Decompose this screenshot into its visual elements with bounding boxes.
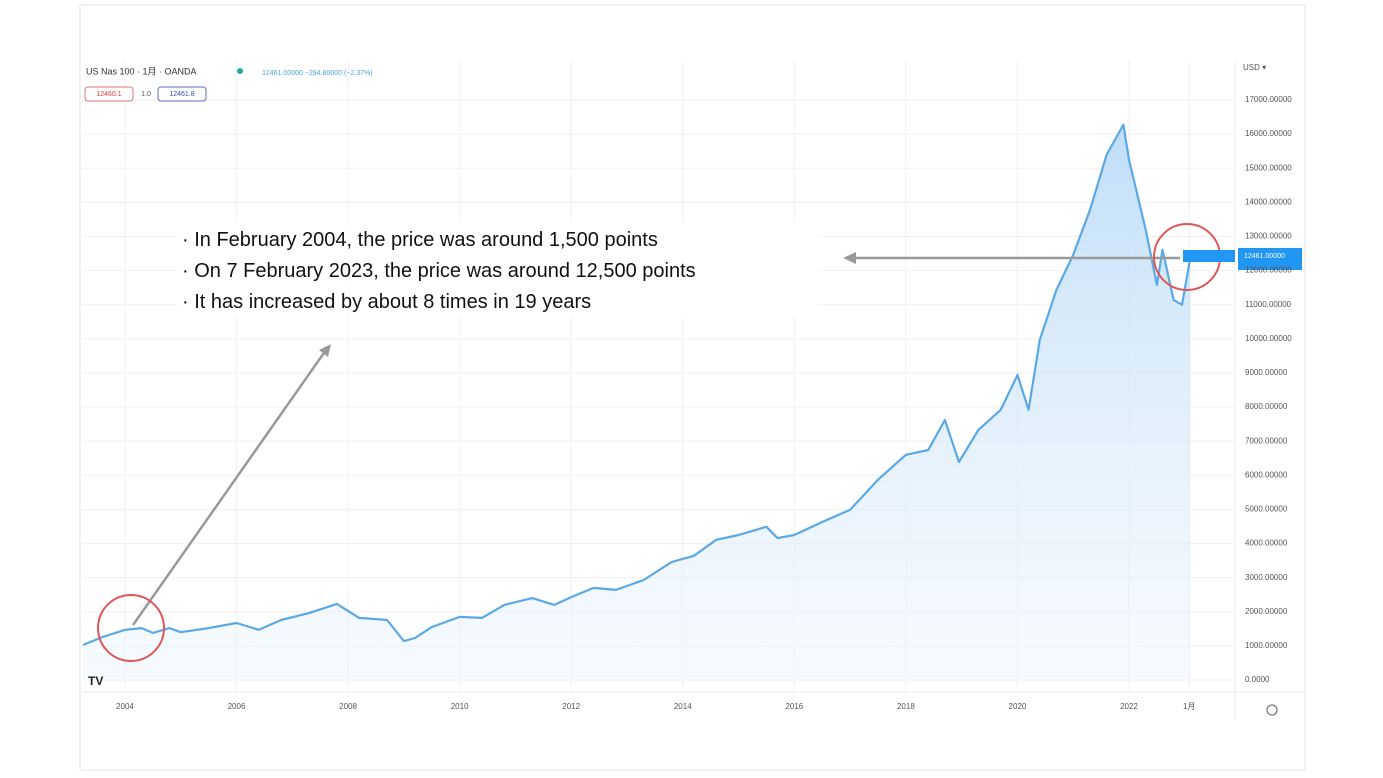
price-change: 12461.00000 −294.80000 (−2.37%) [262,70,373,77]
y-tick-label: 15000.00000 [1245,163,1292,172]
bid-box [84,86,134,102]
logo: TV [88,674,103,688]
y-tick-label: 7000.00000 [1245,436,1288,445]
symbol-title: US Nas 100 · 1月 · OANDA [86,66,197,76]
last-price-label: 12461.00000 [1244,253,1285,260]
annotation: · It has increased by about 8 times in 1… [182,291,591,313]
ask-box [157,86,207,102]
currency-label: USD ▾ [1243,63,1266,72]
y-tick-label: 9000.00000 [1245,368,1288,377]
status-dot [237,68,243,74]
y-tick-label: 6000.00000 [1245,470,1288,479]
x-tick-label: 1月 [1183,702,1195,711]
x-tick-label: 2018 [897,702,915,711]
x-tick-label: 2014 [674,702,692,711]
y-tick-label: 16000.00000 [1245,129,1292,138]
x-tick-label: 2022 [1120,702,1138,711]
y-tick-label: 10000.00000 [1245,334,1292,343]
x-tick-label: 2012 [562,702,580,711]
y-tick-label: 11000.00000 [1245,300,1292,309]
arrowhead [843,252,856,264]
annotation: · In February 2004, the price was around… [182,229,658,251]
y-tick-label: 4000.00000 [1245,539,1288,548]
plot [82,123,1192,681]
y-tick-label: 3000.00000 [1245,573,1288,582]
y-tick-label: 1000.00000 [1245,641,1288,650]
price-tag [1183,250,1235,262]
y-tick-label: 5000.00000 [1245,505,1288,514]
highlight-circle [97,594,165,662]
y-tick-label: 17000.00000 [1245,95,1292,104]
y-tick-label: 14000.00000 [1245,197,1292,206]
y-tick-label: 8000.00000 [1245,402,1288,411]
x-tick-label: 2006 [228,702,246,711]
x-tick-label: 2008 [339,702,357,711]
y-tick-label: 13000.00000 [1245,232,1292,241]
area-fill [83,124,1191,681]
settings-icon[interactable] [1266,704,1278,716]
y-tick-label: 12000.00000 [1245,266,1292,275]
y-tick-label: 2000.00000 [1245,607,1288,616]
bid-label: 12460.1 [96,91,121,98]
y-tick-label: 0.0000 [1245,675,1270,684]
price-tag [1238,248,1302,270]
x-tick-label: 2016 [785,702,803,711]
x-tick-label: 2004 [116,702,134,711]
x-tick-label: 2020 [1009,702,1027,711]
arrowhead [319,344,331,357]
ask-label: 12461.8 [169,91,194,98]
spread-label: 1.0 [141,91,151,98]
x-tick-label: 2010 [451,702,469,711]
annotation-box [178,222,818,317]
arrow [131,349,328,626]
annotation: · On 7 February 2023, the price was arou… [182,260,696,282]
price-line [82,123,1192,646]
